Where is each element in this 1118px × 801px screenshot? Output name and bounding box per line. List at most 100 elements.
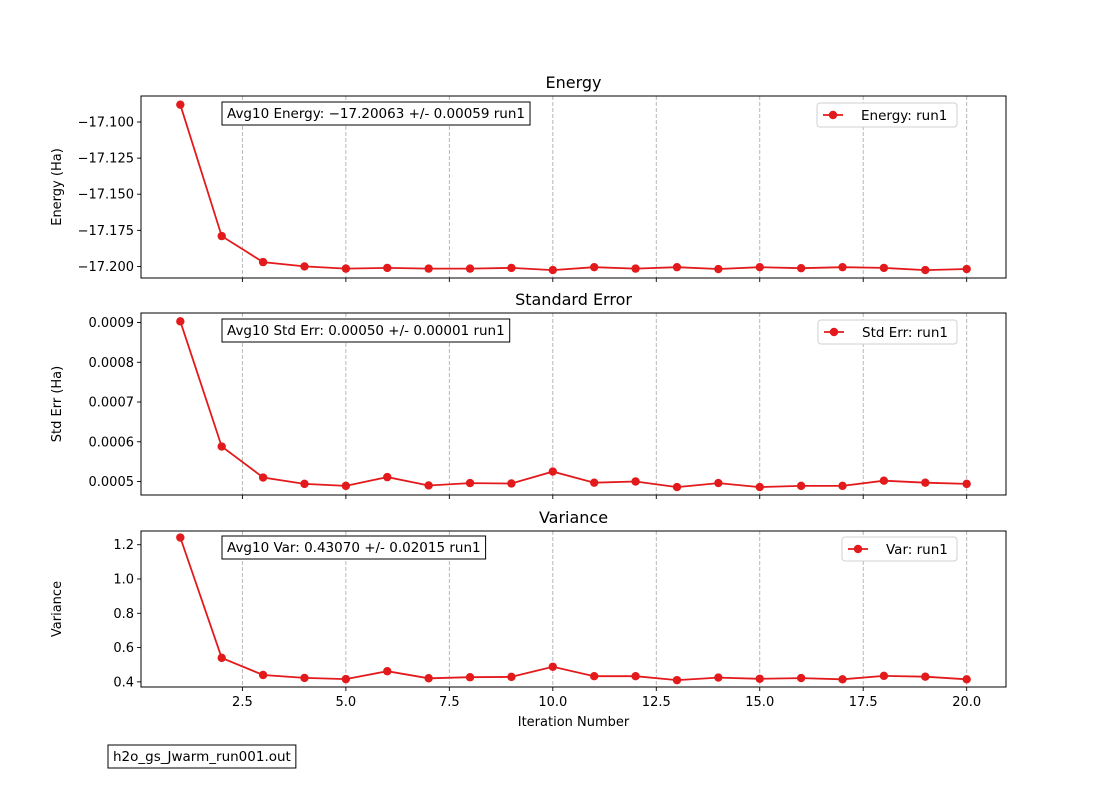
data-point xyxy=(259,473,267,481)
data-point xyxy=(549,467,557,475)
data-point xyxy=(880,476,888,484)
y-tick-label: 0.0007 xyxy=(89,396,135,411)
legend-point-marker xyxy=(829,111,837,119)
annotation-text: Avg10 Std Err: 0.00050 +/- 0.00001 run1 xyxy=(227,323,505,339)
data-point xyxy=(549,266,557,274)
y-tick-label: 0.4 xyxy=(113,675,134,690)
y-tick-label: −17.150 xyxy=(78,188,134,203)
data-point xyxy=(549,663,557,671)
data-point xyxy=(797,264,805,272)
data-point xyxy=(921,478,929,486)
data-point xyxy=(466,673,474,681)
data-point xyxy=(756,263,764,271)
y-tick-label: −17.175 xyxy=(78,224,134,239)
y-tick-label: 1.0 xyxy=(113,573,134,588)
data-point xyxy=(714,265,722,273)
data-point xyxy=(218,232,226,240)
series-line xyxy=(180,105,966,270)
data-point xyxy=(383,473,391,481)
data-point xyxy=(383,264,391,272)
panel-3: 2.5 5.0 7.5 10.0 12.5 15.0 17.5 20.0 0.4 0.6 0.8 1.… xyxy=(50,508,1006,730)
data-point xyxy=(259,258,267,266)
x-tick-label: 10.0 xyxy=(538,695,567,710)
chart-title: Energy xyxy=(545,73,601,92)
chart-title: Standard Error xyxy=(515,290,632,309)
legend-point-marker xyxy=(830,328,838,336)
data-point xyxy=(176,100,184,108)
x-tick-label: 15.0 xyxy=(745,695,774,710)
data-point xyxy=(590,263,598,271)
chart-title: Variance xyxy=(539,508,608,527)
y-tick-label: 0.0009 xyxy=(89,316,135,331)
data-point xyxy=(590,672,598,680)
data-point xyxy=(714,479,722,487)
x-tick-label: 5.0 xyxy=(336,695,357,710)
data-point xyxy=(797,674,805,682)
y-tick-label: 0.0005 xyxy=(89,475,135,490)
y-axis-label: Std Err (Ha) xyxy=(50,366,65,442)
legend-label: Std Err: run1 xyxy=(862,325,948,341)
x-tick-label: 2.5 xyxy=(232,695,253,710)
data-point xyxy=(424,264,432,272)
data-point xyxy=(880,264,888,272)
data-point xyxy=(921,673,929,681)
x-tick-label: 12.5 xyxy=(642,695,671,710)
y-tick-label: 0.0008 xyxy=(89,356,135,371)
data-point xyxy=(631,264,639,272)
data-point xyxy=(342,264,350,272)
data-point xyxy=(342,675,350,683)
data-point xyxy=(631,672,639,680)
data-point xyxy=(714,673,722,681)
data-point xyxy=(838,675,846,683)
data-point xyxy=(218,442,226,450)
panel-2: 0.0005 0.0006 0.0007 0.0008 0.0009 Standard E… xyxy=(50,290,1006,499)
panel-1: −17.100 −17.125 −17.150 −17.175 −17.200 Energ… xyxy=(50,73,1006,282)
series-line xyxy=(180,321,966,487)
data-point xyxy=(673,263,681,271)
data-point xyxy=(300,262,308,270)
x-axis-label: Iteration Number xyxy=(518,715,630,730)
data-point xyxy=(300,480,308,488)
data-point xyxy=(176,317,184,325)
x-tick-label: 7.5 xyxy=(439,695,460,710)
data-point xyxy=(424,674,432,682)
annotation-text: Avg10 Var: 0.43070 +/- 0.02015 run1 xyxy=(227,540,481,556)
y-tick-label: 1.2 xyxy=(113,538,134,553)
data-point xyxy=(218,654,226,662)
data-point xyxy=(921,266,929,274)
data-point xyxy=(838,263,846,271)
data-point xyxy=(176,533,184,541)
data-point xyxy=(838,482,846,490)
data-point xyxy=(383,667,391,675)
legend-point-marker xyxy=(854,545,862,553)
data-point xyxy=(507,673,515,681)
y-axis-label: Variance xyxy=(50,581,65,637)
x-tick-label: 20.0 xyxy=(952,695,981,710)
data-point xyxy=(962,265,970,273)
data-point xyxy=(424,481,432,489)
y-tick-label: −17.100 xyxy=(78,116,134,131)
data-point xyxy=(342,482,350,490)
legend-label: Energy: run1 xyxy=(861,108,947,124)
data-point xyxy=(797,482,805,490)
data-point xyxy=(300,674,308,682)
data-point xyxy=(259,671,267,679)
y-tick-label: 0.6 xyxy=(113,641,134,656)
footer-file-label: h2o_gs_Jwarm_run001.out xyxy=(113,749,291,765)
data-point xyxy=(880,672,888,680)
y-axis-label: Energy (Ha) xyxy=(50,148,65,226)
data-point xyxy=(673,676,681,684)
data-point xyxy=(962,480,970,488)
data-point xyxy=(631,477,639,485)
y-tick-label: 0.0006 xyxy=(89,435,135,450)
y-tick-label: 0.8 xyxy=(113,607,134,622)
data-point xyxy=(962,675,970,683)
x-tick-label: 17.5 xyxy=(849,695,878,710)
y-tick-label: −17.125 xyxy=(78,152,134,167)
data-point xyxy=(507,264,515,272)
data-point xyxy=(756,483,764,491)
data-point xyxy=(507,479,515,487)
annotation-text: Avg10 Energy: −17.20063 +/- 0.00059 run1 xyxy=(227,106,525,122)
data-point xyxy=(756,675,764,683)
